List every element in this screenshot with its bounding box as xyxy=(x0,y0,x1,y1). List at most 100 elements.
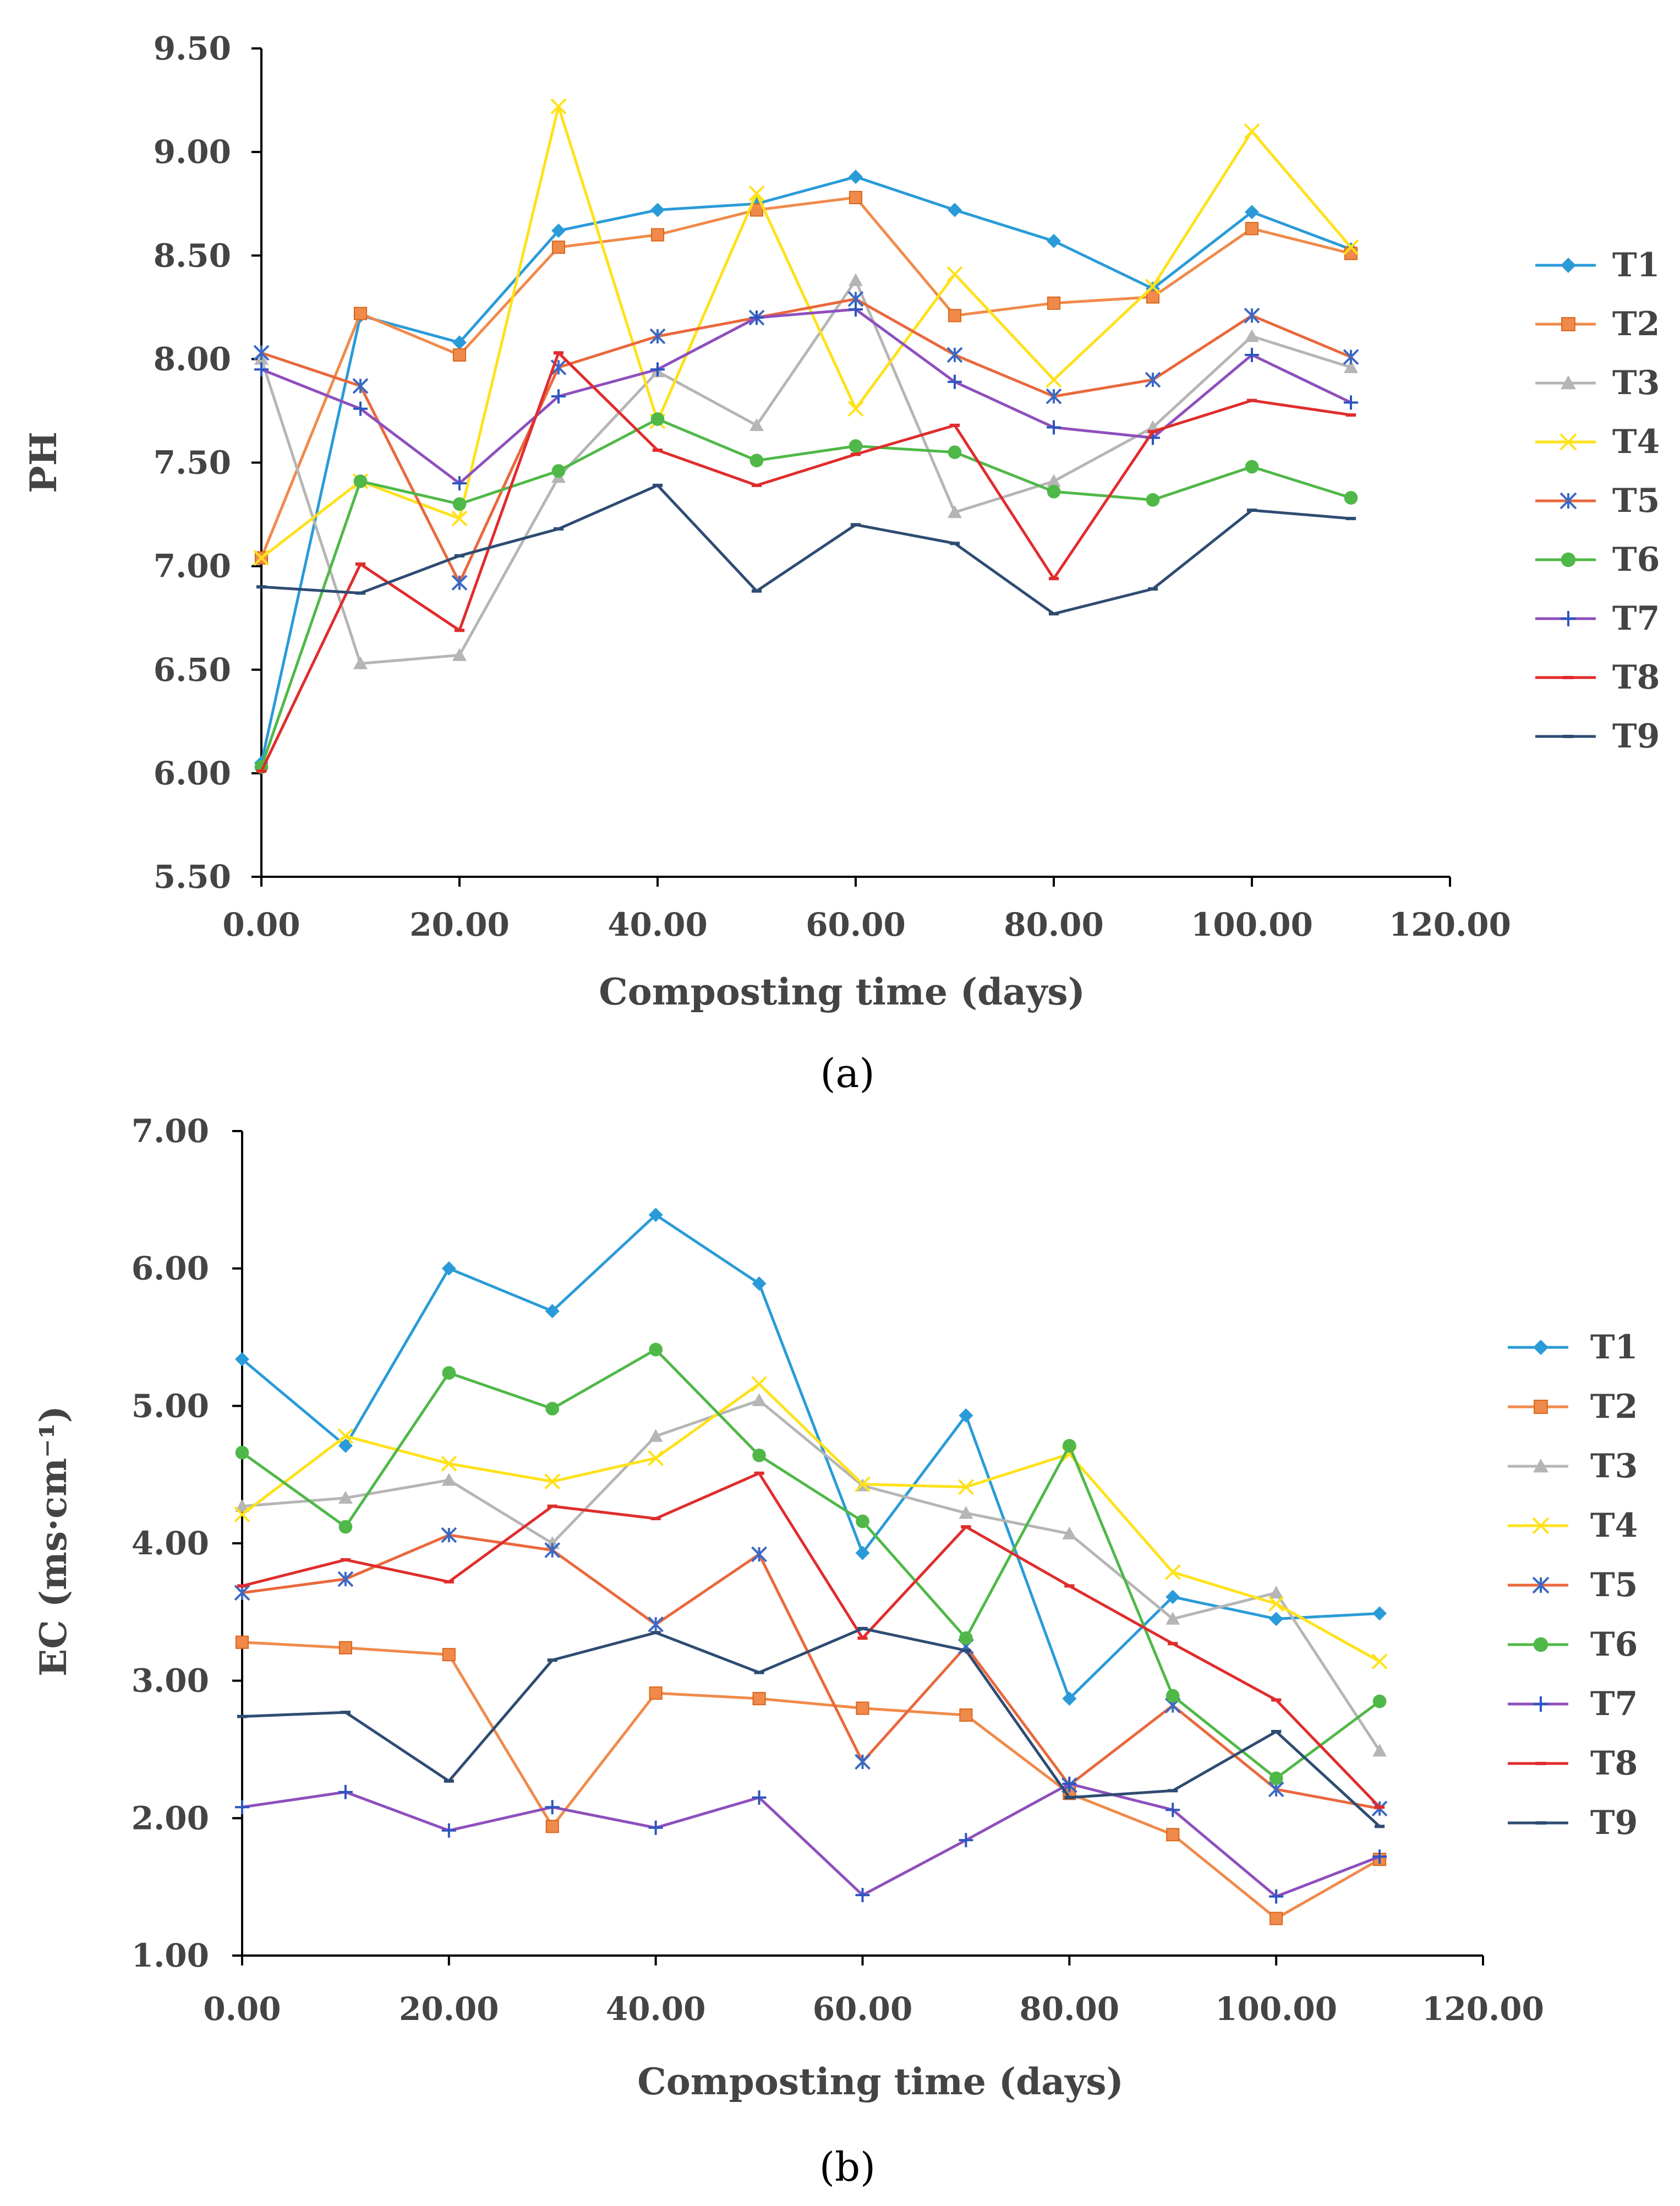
data-point-T3 xyxy=(1372,1743,1387,1757)
legend-item-T6: T6 xyxy=(1535,540,1660,579)
data-point-T4 xyxy=(441,1455,457,1472)
data-point-T6 xyxy=(235,1445,249,1460)
data-point-T1 xyxy=(441,1261,456,1276)
y-tick-label: 7.00 xyxy=(154,548,231,585)
data-point-T8 xyxy=(444,1580,454,1583)
data-point-T3 xyxy=(452,648,467,661)
data-point-T4 xyxy=(946,266,963,282)
legend-item-T5: T5 xyxy=(1535,482,1660,520)
x-tick-label: 80.00 xyxy=(1004,906,1104,943)
data-point-T2 xyxy=(353,307,368,320)
data-point-T9 xyxy=(754,1670,764,1674)
data-point-T8 xyxy=(355,562,366,566)
data-point-T9 xyxy=(553,527,564,531)
data-point-T6 xyxy=(338,1520,353,1534)
data-point-T8 xyxy=(650,1517,661,1521)
data-point-T8 xyxy=(237,1584,248,1588)
data-point-T1 xyxy=(1047,233,1061,248)
data-point-T1 xyxy=(1062,1691,1077,1706)
legend-marker-T8 xyxy=(1563,676,1574,679)
data-point-T7 xyxy=(545,1800,560,1815)
data-point-T3 xyxy=(353,656,368,669)
y-tick-label: 1.00 xyxy=(132,1937,209,1974)
legend-marker-T1 xyxy=(1533,1340,1548,1355)
data-point-T9 xyxy=(751,589,762,593)
series-T8 xyxy=(256,351,1356,773)
data-point-T2 xyxy=(1245,222,1259,236)
data-point-T1 xyxy=(1372,1606,1387,1621)
y-tick-label: 9.50 xyxy=(154,30,231,67)
data-point-T3 xyxy=(1047,474,1061,487)
y-tick-label: 8.50 xyxy=(154,237,231,274)
legend-label: T4 xyxy=(1612,423,1660,461)
x-tick-label: 40.00 xyxy=(608,906,708,943)
series-T5 xyxy=(253,291,1359,591)
x-tick-label: 60.00 xyxy=(806,906,906,943)
series-T6 xyxy=(254,412,1358,774)
series-line-T1 xyxy=(241,1213,1380,1700)
legend-marker-T3 xyxy=(1533,1459,1548,1473)
legend-label: T3 xyxy=(1590,1447,1638,1486)
legend-marker-T2 xyxy=(1561,317,1575,331)
data-point-T4 xyxy=(337,1428,354,1444)
data-point-T7 xyxy=(1062,1776,1077,1791)
data-point-T7 xyxy=(441,1823,456,1838)
data-point-T6 xyxy=(1269,1771,1283,1785)
data-point-T2 xyxy=(1269,1912,1283,1925)
chart-a: 5.50 6.00 6.50 7.00 7.50 8.00 8.50 9.00 9.50 0.00… xyxy=(22,30,1660,1096)
data-point-T1 xyxy=(551,223,566,238)
data-point-T5 xyxy=(649,328,666,345)
series-T7 xyxy=(235,1776,1387,1904)
series-T5 xyxy=(234,1527,1388,1817)
data-point-T9 xyxy=(355,591,366,595)
data-point-T6 xyxy=(959,1631,973,1645)
data-point-T9 xyxy=(1345,517,1356,521)
legend-item-T3: T3 xyxy=(1535,364,1660,402)
legend-marker-T8 xyxy=(1535,1762,1546,1765)
data-point-T2 xyxy=(948,309,962,323)
data-point-T7 xyxy=(855,1888,870,1903)
x-tick-label: 60.00 xyxy=(813,1990,913,2028)
data-point-T7 xyxy=(650,362,665,377)
data-point-T7 xyxy=(648,1820,663,1835)
data-point-T7 xyxy=(1344,395,1358,410)
data-point-T2 xyxy=(752,1692,766,1706)
y-tick-label: 3.00 xyxy=(132,1662,209,1700)
legend-label: T8 xyxy=(1590,1744,1638,1783)
data-point-T9 xyxy=(850,523,861,527)
data-point-T6 xyxy=(948,445,962,460)
data-point-T7 xyxy=(1269,1889,1284,1904)
figure-caption: (a) xyxy=(820,1050,874,1096)
data-point-T1 xyxy=(650,203,665,217)
data-point-T3 xyxy=(1344,360,1358,373)
data-point-T4 xyxy=(550,98,567,114)
legend-marker-T2 xyxy=(1534,1400,1548,1414)
series-line-T9 xyxy=(261,484,1351,615)
data-point-T6 xyxy=(1372,1694,1387,1708)
data-point-T2 xyxy=(649,1686,663,1700)
data-point-T7 xyxy=(1047,420,1061,435)
series-line-T6 xyxy=(260,417,1351,768)
data-point-T5 xyxy=(441,1527,457,1543)
x-tick-label: 40.00 xyxy=(606,1990,706,2028)
data-point-T4 xyxy=(451,510,468,527)
data-point-T4 xyxy=(1164,1564,1181,1580)
series-line-T5 xyxy=(261,297,1351,585)
legend-label: T5 xyxy=(1590,1566,1638,1604)
legend-label: T2 xyxy=(1590,1388,1638,1426)
y-tick-label: 7.50 xyxy=(154,444,231,482)
data-point-T7 xyxy=(959,1833,973,1848)
data-point-T6 xyxy=(1047,484,1061,499)
series-line-T4 xyxy=(260,105,1352,559)
data-point-T4 xyxy=(1145,279,1161,295)
series-T4 xyxy=(234,1375,1388,1670)
data-point-T8 xyxy=(1374,1805,1385,1809)
data-point-T9 xyxy=(650,1631,661,1635)
data-point-T2 xyxy=(1047,296,1061,310)
data-point-T5 xyxy=(451,575,468,591)
legend-item-T1: T1 xyxy=(1535,246,1660,285)
x-tick-label: 20.00 xyxy=(399,1990,499,2028)
data-point-T6 xyxy=(849,439,863,453)
legend-marker-T7 xyxy=(1561,611,1576,626)
